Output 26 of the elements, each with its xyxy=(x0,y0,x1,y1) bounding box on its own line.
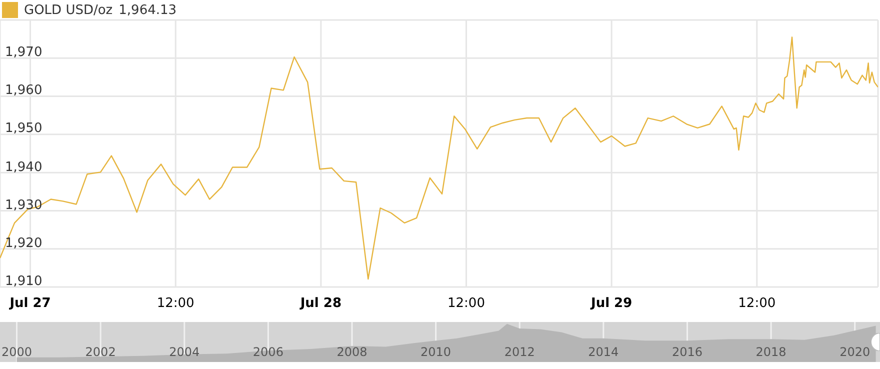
y-tick-label: 1,920 xyxy=(5,236,42,252)
y-tick-label: 1,970 xyxy=(5,45,42,62)
x-tick-label: 12:00 xyxy=(738,296,776,311)
x-tick-label: 2010 xyxy=(420,345,452,359)
legend-label: GOLD USD/oz xyxy=(24,2,113,18)
x-tick-label: 12:00 xyxy=(156,296,194,311)
x-tick-label: 2002 xyxy=(85,345,116,359)
x-tick-label: 12:00 xyxy=(448,296,485,311)
x-tick-label: 2018 xyxy=(756,345,786,359)
x-tick-label: 2020 xyxy=(840,345,870,359)
y-tick-label: 1,960 xyxy=(5,83,42,100)
y-tick-label: 1,950 xyxy=(5,121,42,138)
x-tick-label: 2000 xyxy=(1,345,32,359)
x-tick-label: 2014 xyxy=(588,345,619,359)
text: 1,964.13 xyxy=(118,2,177,18)
y-tick-label: 1,930 xyxy=(5,198,42,214)
x-tick-label: Jul 29 xyxy=(590,296,632,311)
y-tick-label: 1,940 xyxy=(5,160,42,176)
x-tick-label: 2004 xyxy=(169,345,200,359)
x-tick-label: Jul 28 xyxy=(299,296,342,311)
y-tick-label: 1,910 xyxy=(5,274,42,290)
x-tick-label: 2016 xyxy=(672,345,703,359)
x-tick-label: 2012 xyxy=(504,345,535,359)
x-tick-label: 2006 xyxy=(252,345,284,359)
x-tick-label: 2008 xyxy=(336,345,368,359)
x-tick-label: Jul 27 xyxy=(8,296,51,311)
